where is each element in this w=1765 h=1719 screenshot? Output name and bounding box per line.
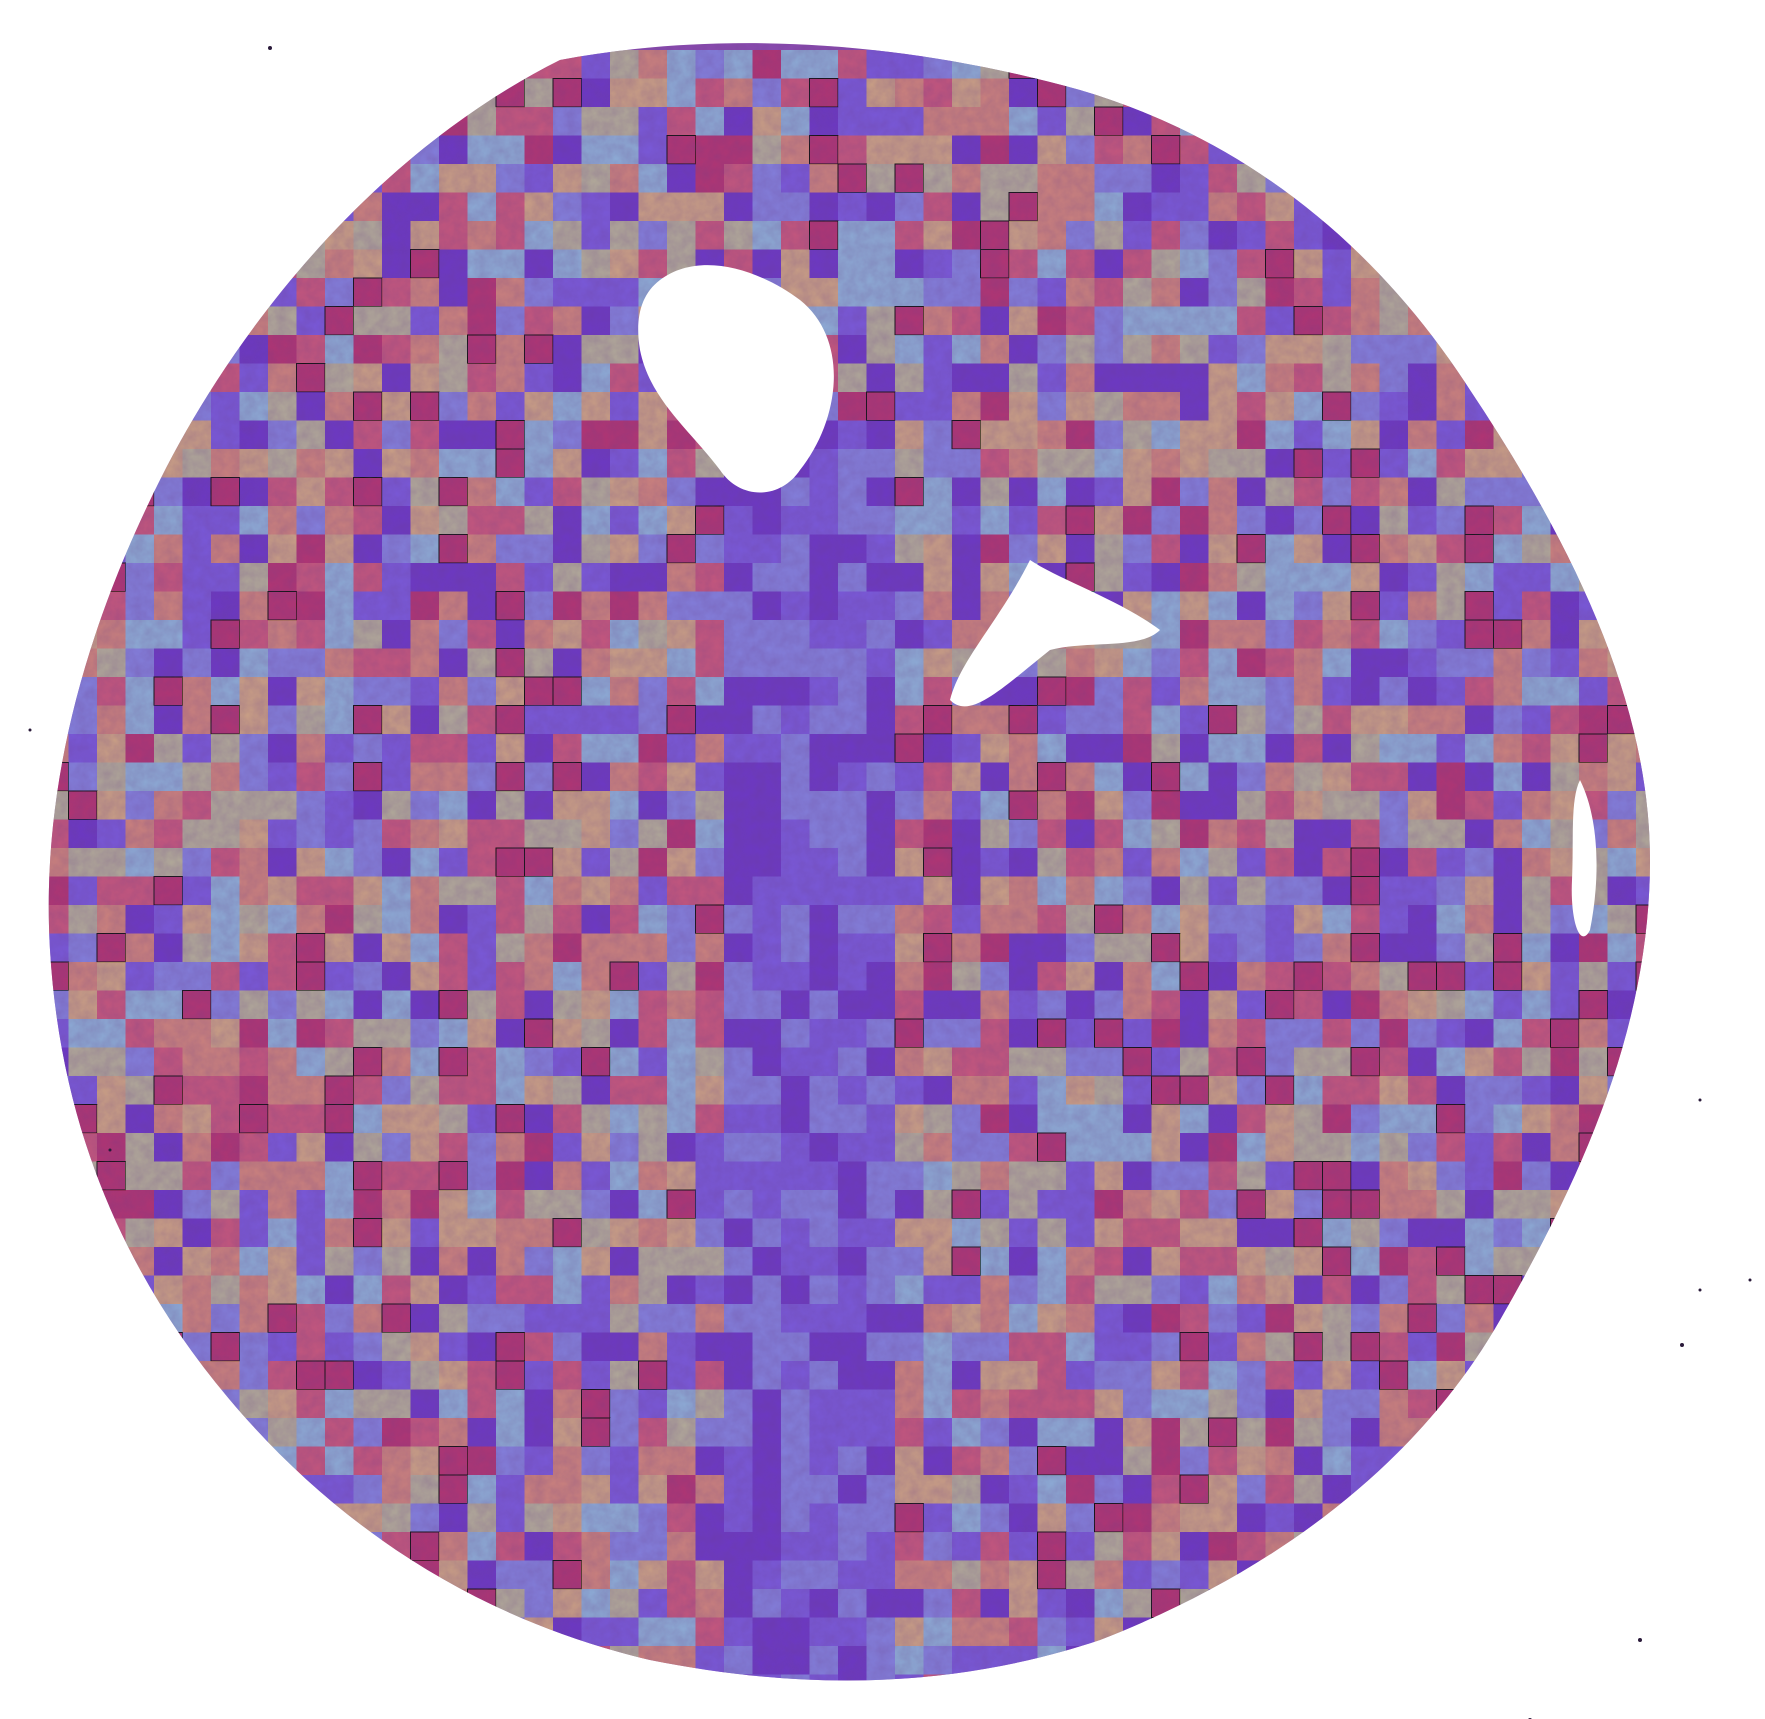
lumen-hole [950,560,1160,707]
lumen-hole [638,265,834,493]
lumen-hole [1571,780,1597,937]
